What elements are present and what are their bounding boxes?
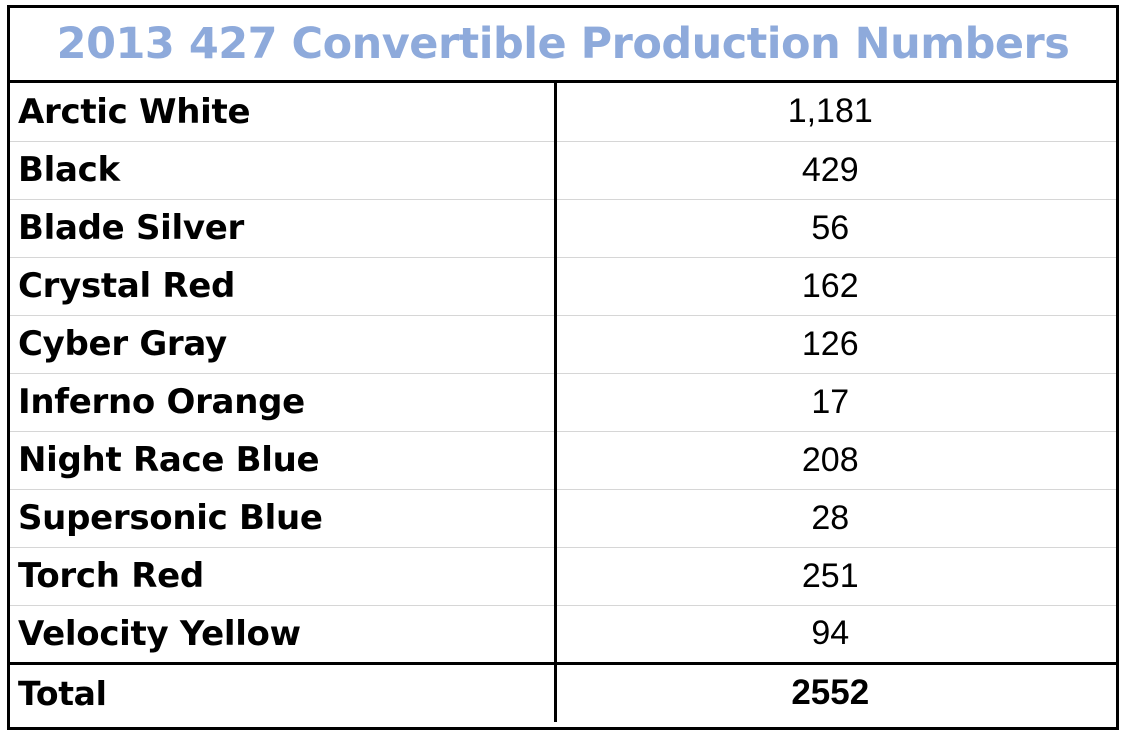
table-title: 2013 427 Convertible Production Numbers (56, 19, 1070, 69)
table-row: Velocity Yellow 94 (10, 605, 1116, 665)
table-row: Supersonic Blue 28 (10, 489, 1116, 548)
production-count-cell: 17 (555, 373, 1116, 432)
table-row: Inferno Orange 17 (10, 373, 1116, 432)
production-count-cell: 208 (555, 431, 1116, 490)
production-count-cell: 429 (555, 141, 1116, 200)
color-name-cell: Torch Red (10, 547, 557, 606)
color-name-cell: Cyber Gray (10, 315, 557, 374)
total-label: Total (10, 663, 557, 722)
production-count-cell: 126 (555, 315, 1116, 374)
production-count-cell: 251 (555, 547, 1116, 606)
color-name-cell: Night Race Blue (10, 431, 557, 490)
table-row: Night Race Blue 208 (10, 431, 1116, 490)
production-count-cell: 162 (555, 257, 1116, 316)
production-table: 2013 427 Convertible Production Numbers … (7, 5, 1119, 730)
table-row: Torch Red 251 (10, 547, 1116, 606)
color-name-cell: Crystal Red (10, 257, 557, 316)
total-row: Total 2552 (10, 663, 1116, 722)
color-name-cell: Inferno Orange (10, 373, 557, 432)
table-row: Crystal Red 162 (10, 257, 1116, 316)
production-count-cell: 1,181 (555, 83, 1116, 142)
color-name-cell: Black (10, 141, 557, 200)
color-name-cell: Supersonic Blue (10, 489, 557, 548)
table-row: Blade Silver 56 (10, 199, 1116, 258)
color-name-cell: Arctic White (10, 83, 557, 142)
table-row: Cyber Gray 126 (10, 315, 1116, 374)
table-body: Arctic White 1,181 Black 429 Blade Silver 56 C… (10, 83, 1116, 722)
title-row: 2013 427 Convertible Production Numbers (10, 8, 1116, 83)
production-count-cell: 28 (555, 489, 1116, 548)
color-name-cell: Blade Silver (10, 199, 557, 258)
production-data-table: Arctic White 1,181 Black 429 Blade Silver 56 C… (10, 83, 1116, 722)
total-value: 2552 (791, 673, 870, 713)
table-row: Black 429 (10, 141, 1116, 200)
table-row: Arctic White 1,181 (10, 83, 1116, 142)
production-count-cell: 94 (555, 605, 1116, 665)
color-name-cell: Velocity Yellow (10, 605, 557, 665)
production-count-cell: 56 (555, 199, 1116, 258)
